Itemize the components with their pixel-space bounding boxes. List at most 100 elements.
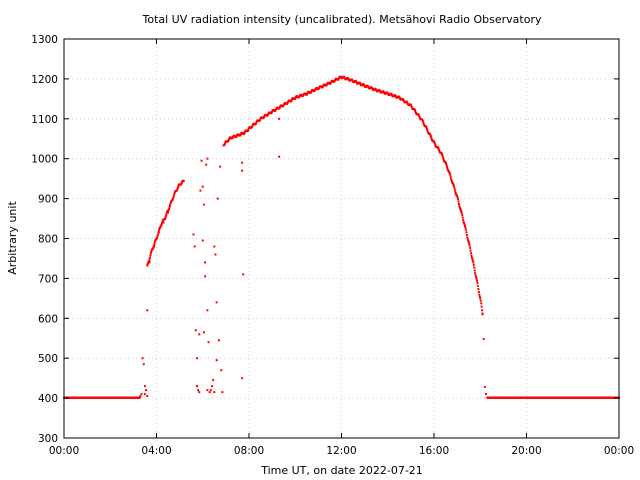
data-point [459,209,462,212]
data-point [468,244,471,247]
data-point [402,99,405,102]
data-point [485,393,488,396]
data-point [158,228,161,231]
data-point [217,339,220,342]
data-point [215,359,218,362]
data-point [471,258,474,261]
data-point [149,254,152,257]
data-point [449,175,452,178]
data-point [472,263,475,266]
data-point [157,229,160,232]
data-point [446,167,449,170]
data-point [242,273,245,276]
data-point [255,121,258,124]
data-point [145,389,148,392]
data-point [425,126,428,129]
data-point [454,190,457,193]
data-point [138,396,141,399]
grid-lines [64,39,619,438]
data-point [215,301,218,304]
data-point [445,162,448,165]
data-point [461,214,464,217]
data-point [223,143,226,146]
data-point [457,198,460,201]
data-point [467,241,470,244]
data-point [211,385,213,388]
data-point [198,333,201,336]
data-points [63,75,620,399]
data-point [205,163,208,166]
data-point [146,309,149,312]
data-point [266,113,269,116]
data-point [442,159,445,162]
data-point [441,154,444,157]
data-point [454,192,457,195]
data-point [418,116,421,119]
data-point [180,182,183,185]
y-tick-label: 500 [38,353,58,365]
data-point [463,222,466,225]
data-point [153,241,156,244]
data-point [199,189,202,192]
data-point [164,216,167,219]
data-point [220,369,223,372]
data-point [165,214,168,217]
data-point [463,223,466,226]
data-point [152,246,155,249]
data-point [457,202,460,205]
data-point [165,212,168,215]
data-point [460,210,463,213]
data-point [426,128,429,131]
data-point [213,245,216,248]
x-tick-label: 08:00 [234,445,264,457]
data-point [478,295,481,298]
data-point [204,275,207,278]
data-point [219,165,222,168]
data-point [247,128,250,131]
data-point [469,246,472,249]
data-point [200,159,203,162]
data-point [176,188,179,191]
data-point [278,155,281,158]
data-point [168,204,171,207]
data-point [445,165,448,168]
data-point [471,259,474,262]
data-point [148,261,151,264]
data-point [141,357,144,360]
data-point [459,208,462,211]
data-point [456,194,459,197]
x-tick-label: 00:00 [604,445,634,457]
data-point [426,129,429,132]
data-point [453,188,456,191]
data-point [483,385,486,388]
data-point [159,225,162,228]
data-point [173,192,176,195]
data-point [438,149,441,152]
data-point [475,277,478,280]
data-point [175,189,178,192]
data-point [467,239,470,242]
y-tick-label: 1000 [31,154,58,166]
data-point [214,253,217,256]
data-point [442,157,445,160]
data-point [198,391,201,394]
data-point [278,117,281,120]
data-point [182,180,185,183]
data-point [464,226,467,229]
data-point [475,276,478,279]
data-point [195,357,198,360]
axis-ticks: 300 400 500 600 700 800 900 1000 1100 1200 1300 00:… [31,34,634,457]
data-point [466,238,469,241]
data-point [446,168,449,171]
y-tick-label: 300 [38,433,58,445]
data-point [148,258,151,261]
data-point [464,228,467,231]
data-point [153,245,156,248]
data-point [259,118,262,121]
data-point [149,256,152,259]
data-point [195,385,198,388]
data-point [143,385,146,388]
data-point [194,329,197,332]
data-point [473,269,476,272]
